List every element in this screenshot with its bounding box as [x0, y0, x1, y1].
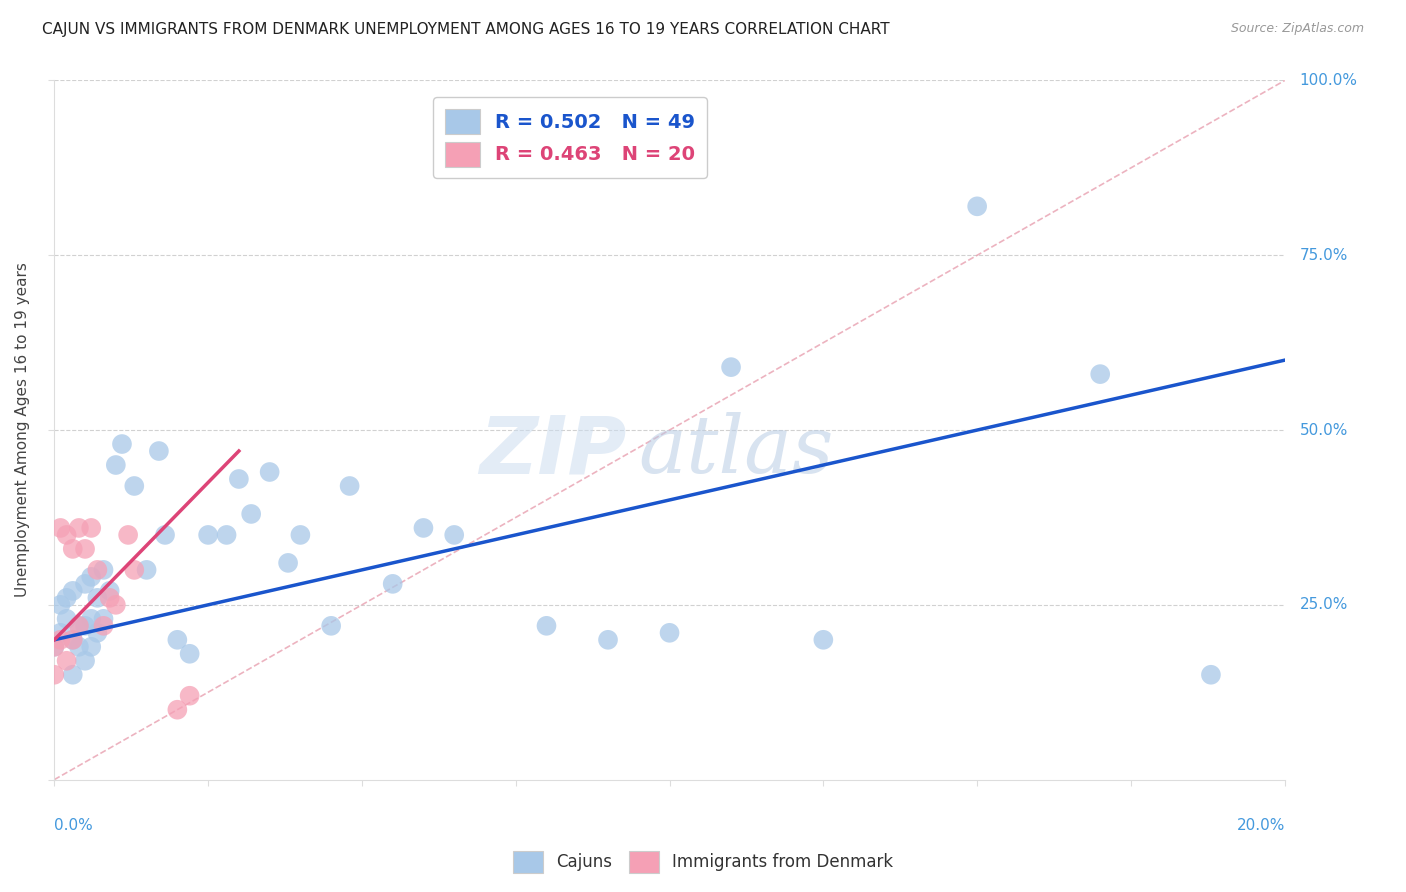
Point	[240, 507, 263, 521]
Point	[135, 563, 157, 577]
Point	[98, 591, 121, 605]
Point	[104, 598, 127, 612]
Text: 50.0%: 50.0%	[1299, 423, 1348, 438]
Point	[153, 528, 176, 542]
Point	[49, 521, 72, 535]
Point	[49, 625, 72, 640]
Point	[75, 654, 97, 668]
Point	[93, 619, 115, 633]
Point	[80, 570, 103, 584]
Point	[259, 465, 281, 479]
Point	[55, 591, 77, 605]
Point	[381, 577, 404, 591]
Point	[658, 625, 681, 640]
Point	[321, 619, 343, 633]
Point	[62, 632, 84, 647]
Point	[86, 563, 108, 577]
Point	[197, 528, 219, 542]
Text: ZIP: ZIP	[479, 412, 627, 490]
Point	[44, 640, 66, 654]
Point	[179, 689, 201, 703]
Point	[75, 541, 97, 556]
Point	[93, 563, 115, 577]
Point	[80, 640, 103, 654]
Text: 25.0%: 25.0%	[1299, 598, 1348, 612]
Point	[228, 472, 250, 486]
Point	[720, 360, 742, 375]
Point	[166, 703, 188, 717]
Point	[215, 528, 238, 542]
Point	[67, 619, 90, 633]
Point	[111, 437, 134, 451]
Point	[62, 667, 84, 681]
Text: Source: ZipAtlas.com: Source: ZipAtlas.com	[1230, 22, 1364, 36]
Point	[80, 521, 103, 535]
Point	[966, 199, 988, 213]
Text: CAJUN VS IMMIGRANTS FROM DENMARK UNEMPLOYMENT AMONG AGES 16 TO 19 YEARS CORRELAT: CAJUN VS IMMIGRANTS FROM DENMARK UNEMPLO…	[42, 22, 890, 37]
Point	[75, 619, 97, 633]
Text: atlas: atlas	[638, 412, 834, 490]
Point	[124, 563, 146, 577]
Point	[80, 612, 103, 626]
Point	[75, 577, 97, 591]
Point	[86, 591, 108, 605]
Point	[67, 640, 90, 654]
Point	[166, 632, 188, 647]
Point	[1199, 667, 1222, 681]
Point	[179, 647, 201, 661]
Point	[104, 458, 127, 472]
Text: 0.0%: 0.0%	[55, 818, 93, 833]
Text: 100.0%: 100.0%	[1299, 73, 1358, 88]
Point	[443, 528, 465, 542]
Text: 75.0%: 75.0%	[1299, 248, 1348, 263]
Point	[290, 528, 312, 542]
Point	[596, 632, 619, 647]
Point	[44, 667, 66, 681]
Legend: Cajuns, Immigrants from Denmark: Cajuns, Immigrants from Denmark	[506, 845, 900, 880]
Point	[148, 444, 170, 458]
Point	[62, 583, 84, 598]
Point	[44, 640, 66, 654]
Y-axis label: Unemployment Among Ages 16 to 19 years: Unemployment Among Ages 16 to 19 years	[15, 262, 30, 598]
Point	[117, 528, 139, 542]
Point	[55, 654, 77, 668]
Point	[412, 521, 434, 535]
Point	[67, 521, 90, 535]
Point	[62, 541, 84, 556]
Point	[49, 632, 72, 647]
Point	[124, 479, 146, 493]
Point	[813, 632, 835, 647]
Point	[536, 619, 558, 633]
Legend: R = 0.502   N = 49, R = 0.463   N = 20: R = 0.502 N = 49, R = 0.463 N = 20	[433, 97, 707, 178]
Text: 20.0%: 20.0%	[1236, 818, 1285, 833]
Point	[55, 528, 77, 542]
Point	[55, 612, 77, 626]
Point	[1090, 367, 1112, 381]
Point	[98, 583, 121, 598]
Point	[67, 619, 90, 633]
Point	[86, 625, 108, 640]
Point	[93, 612, 115, 626]
Point	[339, 479, 361, 493]
Point	[49, 598, 72, 612]
Point	[62, 632, 84, 647]
Point	[277, 556, 299, 570]
